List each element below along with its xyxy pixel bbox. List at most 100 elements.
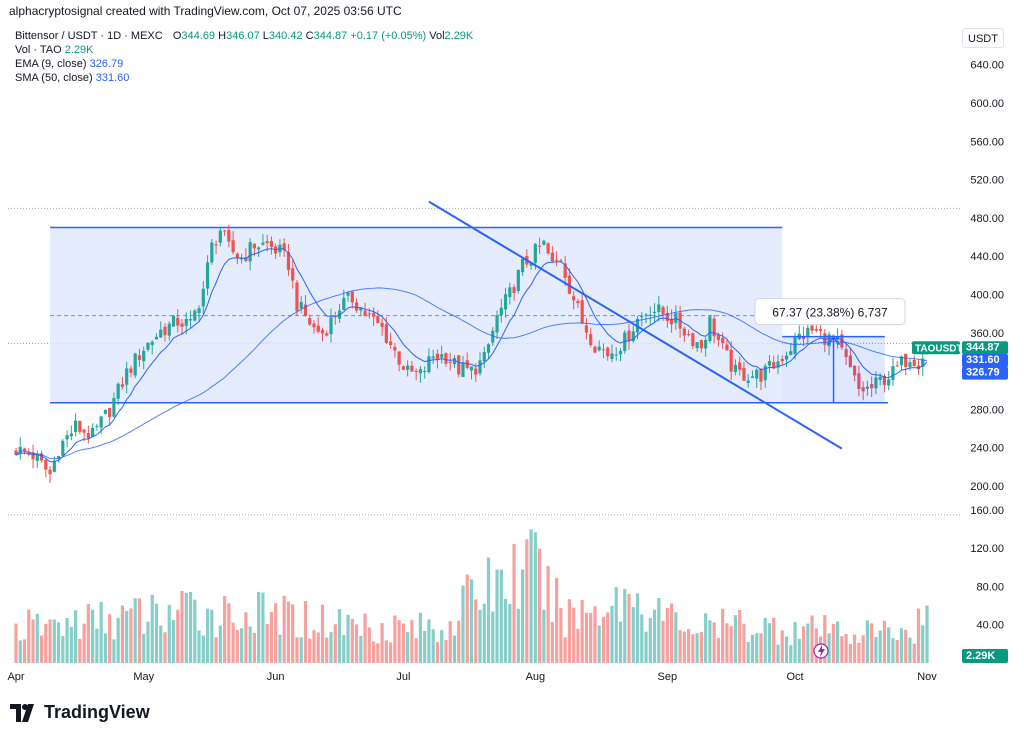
volume-bar[interactable] <box>678 630 682 663</box>
candle[interactable] <box>810 323 814 335</box>
volume-bar[interactable] <box>857 642 861 663</box>
volume-bar[interactable] <box>695 633 699 663</box>
volume-bar[interactable] <box>103 633 107 663</box>
volume-bar[interactable] <box>325 637 329 663</box>
candle[interactable] <box>682 326 686 342</box>
candle[interactable] <box>210 239 214 265</box>
volume-bar[interactable] <box>52 619 56 663</box>
candle[interactable] <box>69 425 73 441</box>
volume-bar[interactable] <box>699 631 703 663</box>
volume-bar[interactable] <box>538 548 542 663</box>
volume-bar[interactable] <box>733 615 738 663</box>
volume-bar[interactable] <box>623 588 627 663</box>
candle[interactable] <box>371 307 376 326</box>
candle[interactable] <box>248 238 252 271</box>
volume-bar[interactable] <box>708 620 712 663</box>
volume-bar[interactable] <box>397 620 401 663</box>
candle[interactable] <box>784 351 789 367</box>
volume-bar[interactable] <box>448 621 452 663</box>
candle[interactable] <box>171 314 176 327</box>
candle[interactable] <box>112 392 116 418</box>
volume-bar[interactable] <box>661 620 665 663</box>
volume-bar[interactable] <box>563 637 567 663</box>
volume-bar[interactable] <box>555 577 559 663</box>
volume-bar[interactable] <box>27 609 31 663</box>
volume-bar[interactable] <box>546 565 550 663</box>
volume-bar[interactable] <box>601 616 606 663</box>
volume-bar[interactable] <box>316 632 320 663</box>
candle[interactable] <box>627 324 631 350</box>
candle[interactable] <box>648 306 652 325</box>
volume-bar[interactable] <box>359 635 363 663</box>
volume-bar[interactable] <box>91 609 95 663</box>
candle[interactable] <box>286 244 291 276</box>
volume-bar[interactable] <box>56 622 61 663</box>
volume-bar[interactable] <box>750 634 755 663</box>
candle[interactable] <box>482 346 486 368</box>
volume-bar[interactable] <box>512 543 516 663</box>
volume-bar[interactable] <box>376 643 380 663</box>
candle[interactable] <box>699 339 703 353</box>
volume-bar[interactable] <box>793 621 797 663</box>
volume-bar[interactable] <box>725 623 729 663</box>
candle[interactable] <box>508 282 512 305</box>
volume-bar[interactable] <box>687 629 691 663</box>
candle[interactable] <box>376 310 380 324</box>
ema-line[interactable] <box>15 248 928 463</box>
candle[interactable] <box>159 321 163 338</box>
candle[interactable] <box>320 327 325 342</box>
candle[interactable] <box>580 293 584 325</box>
volume-bar[interactable] <box>269 611 274 663</box>
candle[interactable] <box>65 430 69 448</box>
volume-bar[interactable] <box>503 598 508 663</box>
volume-bar[interactable] <box>120 605 125 663</box>
candle[interactable] <box>137 348 142 367</box>
volume-bar[interactable] <box>840 636 844 663</box>
volume-bar[interactable] <box>925 605 929 663</box>
candle[interactable] <box>240 253 244 264</box>
volume-bar[interactable] <box>644 631 648 663</box>
candle[interactable] <box>912 355 916 367</box>
candle[interactable] <box>712 314 716 344</box>
candle[interactable] <box>550 245 554 263</box>
volume-bar[interactable] <box>618 621 623 663</box>
tradingview-logo[interactable]: TradingView <box>10 702 150 723</box>
volume-bar[interactable] <box>171 619 176 663</box>
volume-bar[interactable] <box>584 612 589 663</box>
volume-bar[interactable] <box>738 610 742 663</box>
candle[interactable] <box>291 260 295 289</box>
volume-bar[interactable] <box>31 619 35 663</box>
volume-bar[interactable] <box>652 609 657 663</box>
volume-bar[interactable] <box>337 609 342 663</box>
candle[interactable] <box>640 312 644 327</box>
candle[interactable] <box>146 342 150 352</box>
volume-bar[interactable] <box>916 608 921 663</box>
volume-bar[interactable] <box>214 637 218 663</box>
volume-bar[interactable] <box>520 569 525 663</box>
volume-bar[interactable] <box>759 633 763 663</box>
candle[interactable] <box>704 337 708 357</box>
candle[interactable] <box>908 359 912 371</box>
volume-bar[interactable] <box>776 644 780 663</box>
candle[interactable] <box>687 329 691 337</box>
volume-bar[interactable] <box>746 641 750 663</box>
candle[interactable] <box>478 352 482 376</box>
candle[interactable] <box>116 382 120 405</box>
volume-bar[interactable] <box>252 632 256 663</box>
volume-bar[interactable] <box>299 637 303 663</box>
candle[interactable] <box>44 458 48 478</box>
candle[interactable] <box>780 355 784 366</box>
currency-button[interactable]: USDT <box>962 28 1004 48</box>
candle[interactable] <box>853 365 857 382</box>
candle[interactable] <box>895 360 899 367</box>
candle[interactable] <box>73 413 78 437</box>
candle[interactable] <box>763 363 767 388</box>
volume-bar[interactable] <box>831 623 835 663</box>
volume-bar[interactable] <box>784 636 789 663</box>
candle[interactable] <box>31 444 35 469</box>
volume-bar[interactable] <box>342 635 346 663</box>
candle[interactable] <box>806 323 810 345</box>
candle[interactable] <box>18 437 22 460</box>
candle[interactable] <box>759 368 763 391</box>
candle[interactable] <box>844 342 848 365</box>
